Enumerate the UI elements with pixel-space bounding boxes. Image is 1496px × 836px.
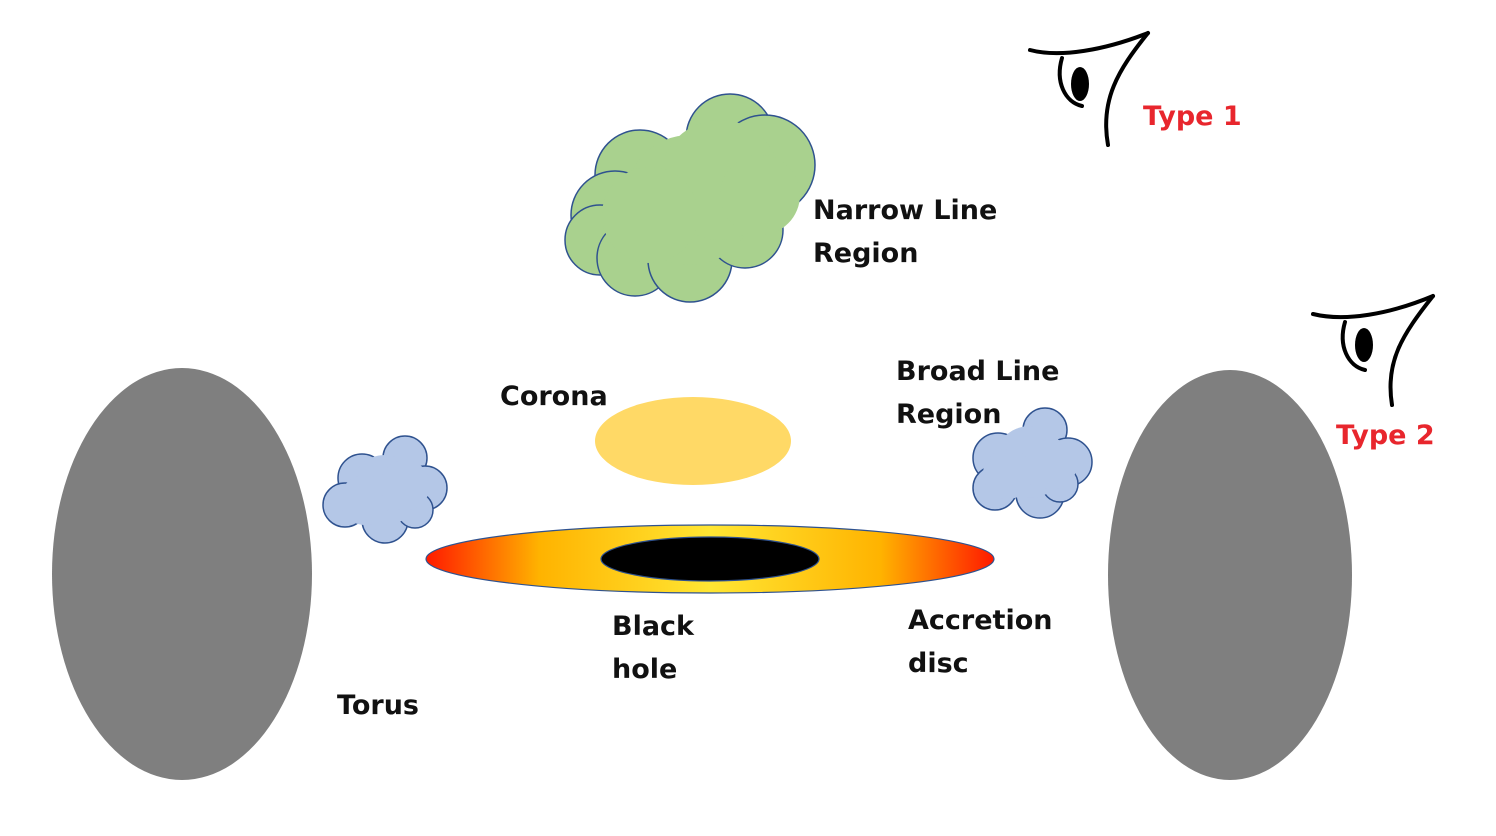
broad-line-region-label-line1: Broad Line — [896, 356, 1060, 387]
type2-label: Type 2 — [1336, 414, 1435, 457]
broad-line-cloud-left — [322, 435, 448, 544]
accretion-disc-label-line2: disc — [908, 648, 969, 679]
type1-label: Type 1 — [1143, 95, 1242, 138]
broad-line-region-label: Broad Line Region — [896, 350, 1059, 436]
black-hole-label-line2: hole — [612, 654, 678, 685]
corona-label-text: Corona — [500, 381, 608, 412]
eye-icon — [1028, 31, 1150, 147]
torus-label-text: Torus — [337, 690, 419, 721]
narrow-line-region-cloud — [564, 93, 816, 303]
corona-shape — [595, 397, 791, 485]
type2-label-text: Type 2 — [1336, 420, 1435, 451]
black-hole-label: Black hole — [612, 605, 694, 691]
narrow-line-region-label-line1: Narrow Line — [813, 195, 998, 226]
black-hole-shape — [600, 536, 820, 582]
torus-label: Torus — [337, 684, 419, 727]
narrow-line-region-label: Narrow Line Region — [813, 189, 997, 275]
black-hole-label-line1: Black — [612, 611, 695, 642]
torus-left — [52, 368, 312, 780]
torus-right — [1108, 370, 1352, 780]
broad-line-cloud-right — [972, 407, 1093, 519]
accretion-disc-label-line1: Accretion — [908, 605, 1053, 636]
broad-line-region-label-line2: Region — [896, 399, 1002, 430]
eye-icon — [1311, 294, 1435, 407]
accretion-disc-label: Accretion disc — [908, 599, 1052, 685]
narrow-line-region-label-line2: Region — [813, 238, 919, 269]
type1-label-text: Type 1 — [1143, 101, 1242, 132]
corona-label: Corona — [500, 375, 608, 418]
